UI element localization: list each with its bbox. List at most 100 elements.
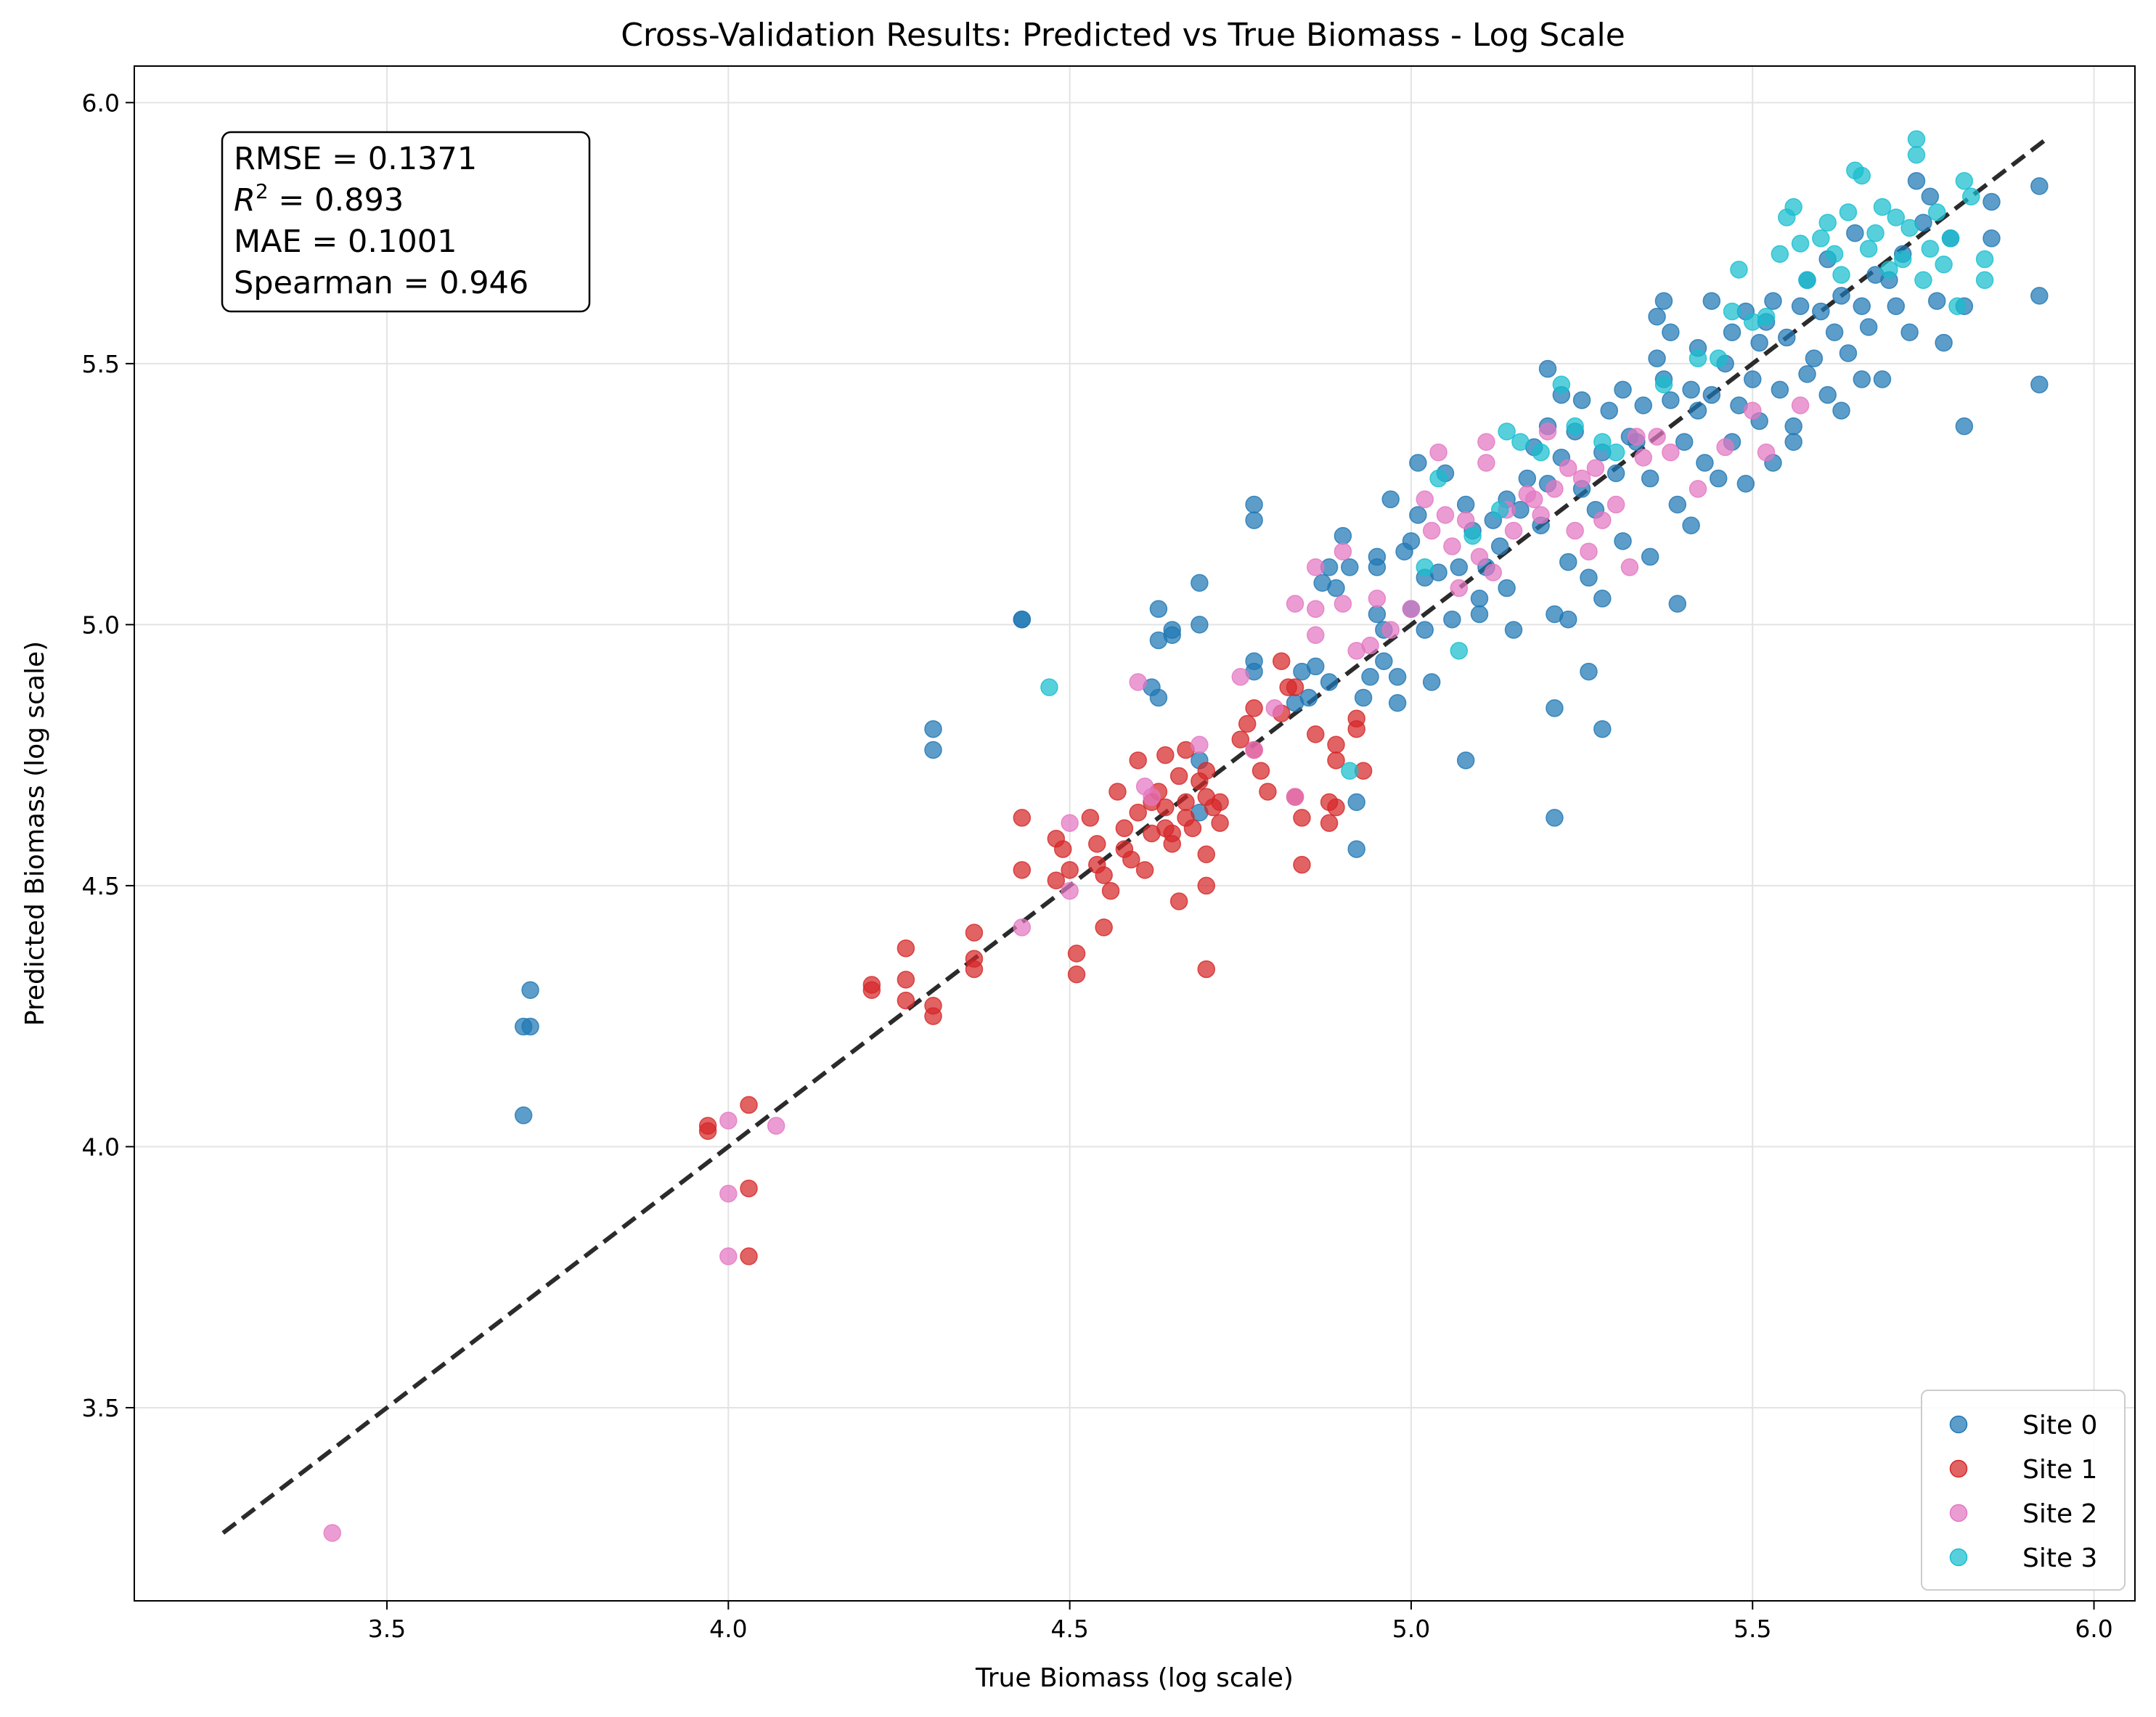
data-point: [1955, 417, 1974, 436]
data-point: [1750, 333, 1768, 352]
data-point: [1662, 443, 1680, 462]
data-point: [1839, 203, 1858, 221]
data-point: [1504, 621, 1523, 639]
data-point: [1368, 558, 1387, 576]
data-point: [1307, 725, 1325, 743]
data-point: [1238, 714, 1257, 733]
data-point: [1149, 600, 1168, 619]
data-point: [1334, 595, 1352, 613]
data-point: [1163, 621, 1181, 639]
data-point: [1347, 840, 1365, 858]
data-point: [1245, 511, 1263, 529]
data-point: [1013, 861, 1032, 879]
x-tick-label: 3.5: [368, 1615, 406, 1643]
data-point: [1456, 751, 1475, 770]
data-point: [1825, 245, 1844, 264]
series-site-2: [323, 396, 1810, 1542]
data-point: [521, 1017, 539, 1036]
data-point: [1511, 433, 1530, 451]
data-point: [1791, 297, 1810, 316]
data-point: [1334, 526, 1352, 545]
data-point: [1409, 454, 1427, 472]
data-point: [1689, 349, 1707, 367]
data-point: [719, 1112, 738, 1130]
data-point: [1388, 693, 1407, 712]
data-point: [1307, 558, 1325, 576]
data-point: [740, 1179, 758, 1198]
data-point: [1456, 495, 1475, 514]
data-point: [1866, 224, 1885, 242]
data-point: [1538, 423, 1557, 441]
data-point: [1129, 803, 1147, 822]
data-point: [1259, 783, 1277, 801]
data-point: [1368, 605, 1387, 624]
legend-marker: [1949, 1415, 1968, 1434]
data-point: [1450, 642, 1469, 660]
y-tick-label: 4.0: [82, 1133, 120, 1161]
data-point: [1983, 192, 2001, 211]
data-point: [1545, 699, 1564, 717]
data-point: [740, 1247, 758, 1265]
data-point: [1723, 302, 1741, 321]
legend-label: Site 3: [2022, 1543, 2097, 1573]
data-point: [1381, 490, 1400, 509]
data-point: [1744, 401, 1762, 420]
data-point: [1061, 814, 1079, 832]
data-point: [1361, 636, 1379, 655]
data-point: [1873, 197, 1892, 216]
data-point: [1702, 292, 1721, 310]
data-point: [1191, 616, 1209, 634]
data-point: [1197, 876, 1216, 895]
data-point: [1921, 187, 1940, 206]
data-point: [1654, 375, 1673, 393]
y-tick-label: 3.5: [82, 1394, 120, 1422]
data-point: [1614, 380, 1632, 399]
legend-marker: [1949, 1459, 1968, 1478]
data-point: [1648, 307, 1666, 326]
data-point: [1347, 793, 1365, 812]
data-point: [1327, 735, 1345, 754]
data-point: [719, 1184, 738, 1203]
data-point: [1907, 130, 1926, 148]
x-tick-label: 5.0: [1392, 1615, 1430, 1643]
data-point: [1149, 688, 1168, 707]
data-point: [1135, 861, 1154, 879]
data-point: [1566, 417, 1584, 436]
data-point: [1081, 809, 1100, 827]
data-point: [1143, 788, 1161, 806]
data-point: [1341, 762, 1359, 780]
data-point: [1580, 568, 1598, 587]
data-point: [1409, 506, 1427, 524]
data-point: [965, 923, 984, 942]
data-point: [1839, 344, 1858, 362]
data-point: [924, 719, 942, 738]
data-point: [2030, 287, 2049, 305]
data-point: [1307, 657, 1325, 676]
data-point: [1634, 449, 1653, 467]
data-point: [1286, 595, 1304, 613]
data-point: [1914, 271, 1932, 290]
data-point: [1593, 511, 1612, 529]
data-point: [1559, 610, 1577, 629]
data-point: [1115, 819, 1134, 838]
data-point: [1648, 349, 1666, 367]
data-point: [1251, 762, 1270, 780]
data-point: [1784, 433, 1802, 451]
data-point: [1880, 261, 1898, 279]
data-point: [1067, 965, 1086, 984]
data-point: [1580, 662, 1598, 681]
data-point: [1095, 866, 1113, 884]
data-point: [1354, 688, 1373, 707]
data-point: [1853, 297, 1871, 316]
data-point: [1818, 386, 1837, 404]
data-point: [924, 741, 942, 759]
data-point: [1169, 892, 1188, 910]
data-point: [1231, 668, 1250, 686]
data-point: [521, 981, 539, 999]
data-point: [1757, 443, 1776, 462]
legend-marker: [1949, 1548, 1968, 1567]
data-point: [1307, 600, 1325, 619]
data-point: [1422, 673, 1441, 691]
data-point: [1736, 474, 1755, 493]
y-tick-label: 4.5: [82, 872, 120, 900]
